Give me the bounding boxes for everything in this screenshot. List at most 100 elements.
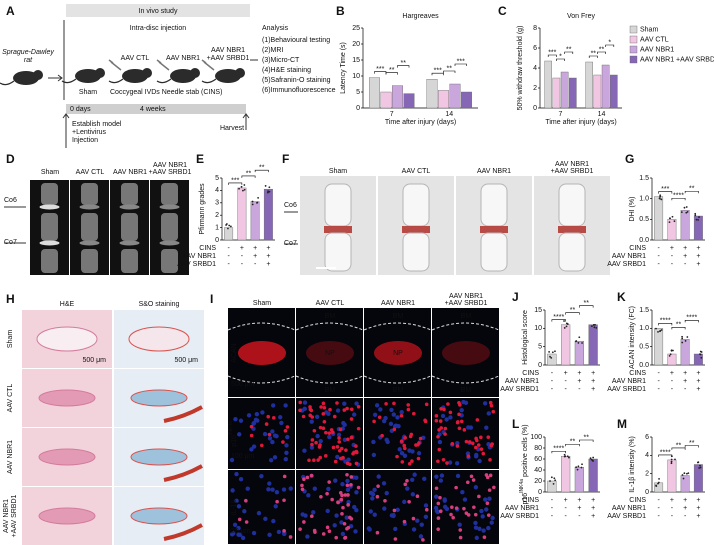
syringe	[201, 59, 215, 71]
rat	[170, 69, 196, 83]
disc	[39, 204, 60, 210]
signal	[318, 455, 323, 460]
nucleus	[346, 499, 351, 505]
vertebra	[402, 183, 430, 227]
column-label: AAV NBR1	[449, 293, 483, 300]
signal	[481, 451, 486, 456]
row-label-part: INK4a	[228, 421, 234, 435]
signal	[424, 402, 429, 407]
vertebra	[81, 183, 98, 205]
signal	[406, 407, 411, 412]
signal	[454, 506, 459, 510]
nucleus	[388, 421, 394, 427]
signal	[434, 486, 439, 491]
condition-mark: -	[671, 505, 674, 512]
condition-label: AAV NBR1	[612, 253, 646, 260]
nucleus	[423, 503, 429, 508]
nucleus	[284, 443, 289, 448]
y-axis-label: ACAN intensity (FC)	[629, 306, 636, 369]
bar	[610, 74, 618, 109]
row-label: AAV NBR1	[7, 440, 14, 474]
sig-label: **	[584, 434, 590, 441]
condition-mark: +	[696, 513, 700, 520]
y-tick-label: 1.5	[639, 307, 649, 314]
data-dot	[592, 324, 595, 326]
signal	[471, 478, 476, 482]
signal	[275, 499, 279, 504]
signal	[392, 401, 396, 406]
data-dot	[592, 456, 595, 459]
nucleus	[246, 413, 252, 418]
data-dot	[669, 353, 672, 356]
signal	[410, 459, 414, 463]
condition-mark: +	[577, 378, 581, 385]
condition-label: AAV SRBD1	[607, 386, 646, 393]
data-dot	[660, 198, 663, 201]
sig-bracket	[443, 70, 456, 73]
signal	[335, 401, 339, 405]
y-tick-label: 0.0	[639, 237, 649, 244]
sig-label: **	[246, 170, 252, 177]
signal	[244, 520, 249, 524]
data-dot	[257, 196, 260, 199]
nucleus	[282, 531, 287, 537]
nucleus	[416, 451, 422, 456]
nucleus	[272, 455, 278, 460]
bar	[680, 475, 690, 493]
data-dot	[268, 186, 271, 189]
nucleus	[376, 474, 381, 479]
signal	[400, 460, 405, 464]
signal	[348, 462, 352, 467]
sig-label: **	[676, 442, 682, 449]
bar	[601, 64, 610, 109]
nucleus	[434, 474, 439, 479]
data-dot	[684, 340, 687, 342]
data-dot	[698, 216, 700, 218]
signal	[316, 458, 320, 462]
data-dot	[267, 190, 269, 193]
condition-mark: -	[564, 513, 567, 520]
condition-mark: +	[683, 245, 687, 252]
y-axis-label: IL-1β intensity (%)	[629, 436, 636, 493]
rat-head	[235, 68, 245, 78]
signal	[325, 491, 329, 496]
nucleus	[234, 471, 239, 477]
signal	[310, 442, 314, 447]
condition-mark: -	[564, 378, 567, 385]
disc	[402, 226, 430, 233]
nucleus	[437, 439, 443, 445]
sig-bracket	[431, 72, 444, 76]
condition-mark: -	[551, 513, 554, 520]
data-dot	[251, 203, 254, 206]
nucleus	[459, 407, 464, 413]
nucleus	[327, 434, 332, 440]
signal	[249, 433, 254, 438]
y-axis-label-part: positive cells (%)	[522, 424, 529, 478]
rat-head	[142, 68, 152, 78]
legend-label: AAV CTL	[640, 36, 669, 43]
signal	[405, 478, 409, 483]
signal	[322, 420, 327, 424]
y-tick-label: 20	[534, 478, 542, 485]
y-tick-label: 10	[534, 325, 542, 332]
bar	[438, 90, 449, 109]
signal	[403, 446, 407, 451]
vertebra	[558, 183, 586, 227]
nucleus	[315, 433, 320, 439]
nucleus	[302, 406, 307, 412]
animal-label: Sprague-Dawley	[2, 49, 54, 56]
signal	[458, 403, 462, 407]
acan-signal	[238, 341, 286, 365]
nucleus	[454, 461, 460, 466]
data-dot	[681, 337, 684, 340]
signal	[340, 512, 344, 516]
nucleus	[262, 431, 268, 437]
vertebra	[121, 213, 138, 241]
sig-label: **	[599, 46, 605, 53]
timeline	[66, 104, 246, 114]
condition-mark: +	[266, 245, 270, 252]
signal	[322, 405, 327, 410]
legend-label: AAV NBR1	[640, 46, 674, 53]
